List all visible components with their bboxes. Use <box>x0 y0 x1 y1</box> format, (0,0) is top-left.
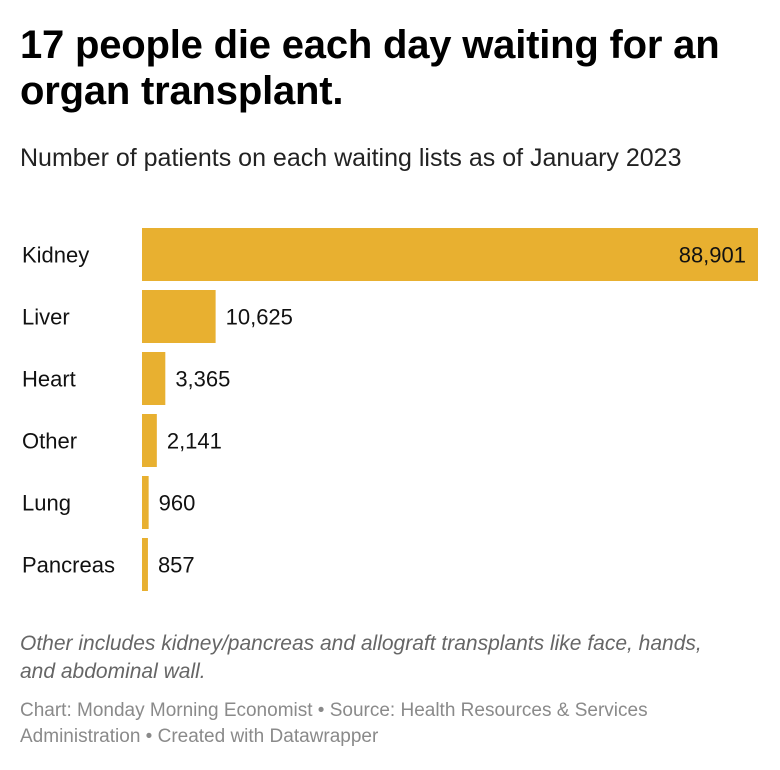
bar-kidney <box>142 228 758 281</box>
category-label-other: Other <box>22 429 77 454</box>
value-label-kidney: 88,901 <box>679 243 746 268</box>
bar-other <box>142 414 157 467</box>
category-label-lung: Lung <box>22 491 71 516</box>
value-label-liver: 10,625 <box>226 305 293 330</box>
bar-heart <box>142 352 166 405</box>
bar-chart: Kidney 88,901 Liver 10,625 Heart 3,365 Other 2,… <box>22 228 758 591</box>
category-label-heart: Heart <box>22 367 76 392</box>
value-label-other: 2,141 <box>167 429 222 454</box>
category-label-pancreas: Pancreas <box>22 553 115 578</box>
category-label-liver: Liver <box>22 305 70 330</box>
chart-footer: Chart: Monday Morning Economist • Source… <box>20 700 648 747</box>
bar-pancreas <box>142 538 148 591</box>
chart-title: 17 people die each day waiting for an or… <box>20 23 720 113</box>
value-label-pancreas: 857 <box>158 553 195 578</box>
category-label-kidney: Kidney <box>22 243 89 268</box>
chart-subtitle: Number of patients on each waiting lists… <box>20 144 682 172</box>
chart-notes: Other includes kidney/pancreas and allog… <box>20 632 702 683</box>
bar-liver <box>142 290 216 343</box>
value-label-lung: 960 <box>159 491 196 516</box>
bar-lung <box>142 476 149 529</box>
value-label-heart: 3,365 <box>175 367 230 392</box>
